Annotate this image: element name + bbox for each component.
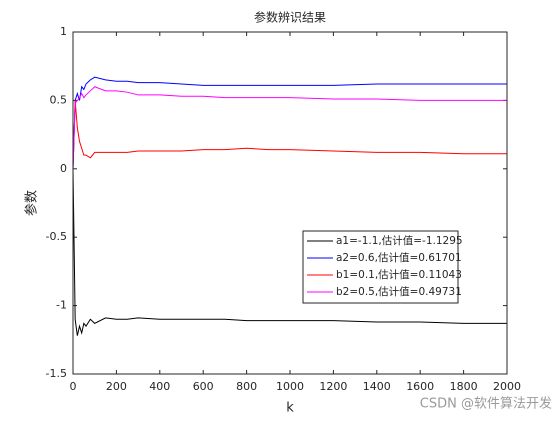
x-tick-label: 200 bbox=[106, 380, 127, 393]
x-tick-label: 400 bbox=[149, 380, 170, 393]
x-tick-label: 0 bbox=[70, 380, 77, 393]
legend-box bbox=[302, 230, 459, 304]
x-tick-label: 800 bbox=[236, 380, 257, 393]
chart-title: 参数辨识结果 bbox=[254, 10, 326, 25]
x-tick-label: 1200 bbox=[319, 380, 347, 393]
legend-label: b1=0.1,估计值=0.11043 bbox=[336, 268, 462, 281]
x-tick-label: 1000 bbox=[276, 380, 304, 393]
legend-label: a1=-1.1,估计值=-1.1295 bbox=[336, 234, 463, 247]
y-tick-label: -0.5 bbox=[46, 230, 67, 243]
watermark: CSDN @软件算法开发 bbox=[420, 396, 552, 412]
x-tick-label: 1600 bbox=[406, 380, 434, 393]
series-line bbox=[72, 168, 507, 336]
axes-box bbox=[72, 31, 508, 375]
series-line bbox=[72, 100, 507, 169]
legend-label: b2=0.5,估计值=0.49731 bbox=[336, 285, 462, 298]
x-tick-label: 1800 bbox=[450, 380, 478, 393]
x-tick-label: 1400 bbox=[363, 380, 391, 393]
y-tick-label: 1 bbox=[60, 25, 67, 38]
y-axis-label: 参数 bbox=[24, 190, 40, 216]
y-tick-label: 0 bbox=[60, 162, 67, 175]
y-tick-label: 0.5 bbox=[50, 93, 68, 106]
y-tick-label: -1.5 bbox=[46, 367, 67, 380]
y-tick-label: -1 bbox=[56, 299, 67, 312]
legend-label: a2=0.6,估计值=0.61701 bbox=[336, 251, 462, 264]
x-tick-label: 600 bbox=[193, 380, 214, 393]
series-line bbox=[72, 86, 507, 169]
series-line bbox=[72, 76, 507, 169]
x-axis-label: k bbox=[286, 401, 294, 416]
x-tick-label: 2000 bbox=[493, 380, 521, 393]
